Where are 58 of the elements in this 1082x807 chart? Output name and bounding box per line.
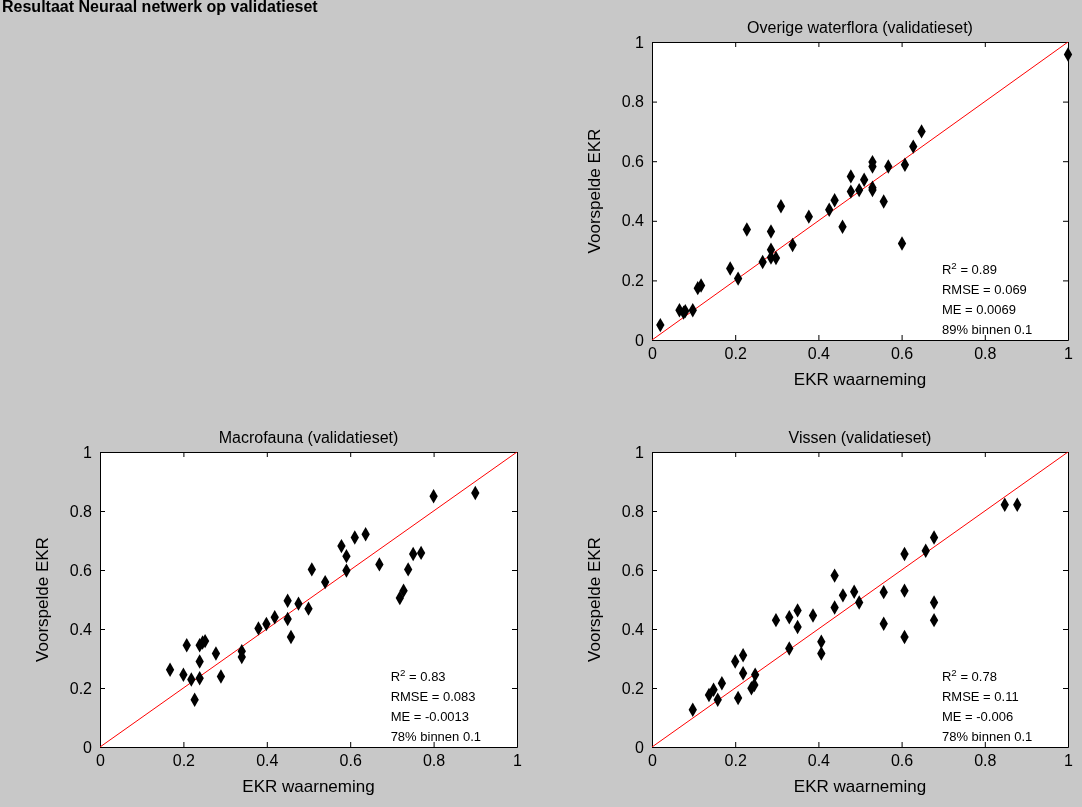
y-tick-label: 0.8: [621, 502, 645, 520]
y-tick-label: 0.6: [621, 561, 645, 579]
y-tick-label: 0.8: [621, 93, 645, 111]
x-tick-label: 0.6: [339, 752, 362, 770]
annotation: RMSE = 0.083: [390, 689, 476, 704]
x-tick-label: 0.2: [172, 752, 196, 770]
chart-title: Vissen (validatieset): [788, 429, 932, 446]
x-tick-label: 0.6: [890, 752, 914, 770]
y-tick-label: 0.4: [621, 212, 645, 230]
chart-title: Overige waterflora (validatieset): [747, 19, 973, 36]
y-tick-label: 0: [83, 738, 93, 756]
y-tick-label: 0.4: [69, 620, 93, 638]
x-axis-title: EKR waarneming: [793, 777, 927, 796]
y-tick-label: 0.6: [621, 152, 645, 170]
x-axis-title: EKR waarneming: [242, 777, 375, 796]
x-tick-label: 0: [648, 752, 658, 770]
x-tick-label: 0.8: [974, 752, 997, 770]
annotation: 89% binnen 0.1: [941, 322, 1033, 337]
y-axis-title: Voorspelde EKR: [33, 537, 52, 662]
y-tick-label: 1: [83, 443, 93, 461]
x-tick-label: 0.6: [890, 345, 914, 363]
y-tick-label: 1: [635, 443, 645, 461]
x-tick-label: 0.2: [724, 752, 747, 770]
y-axis-title: Voorspelde EKR: [585, 128, 604, 254]
y-tick-label: 0.6: [69, 561, 93, 579]
y-tick-label: 1: [635, 33, 645, 51]
x-tick-label: 1: [1064, 752, 1074, 770]
y-tick-label: 0.2: [69, 679, 93, 697]
y-tick-label: 0: [635, 738, 645, 756]
text: Resultaat Neuraal netwerk op validatieset: [2, 0, 319, 15]
annotation: RMSE = 0.069: [941, 282, 1027, 297]
x-tick-label: 0.2: [724, 345, 747, 363]
x-axis-title: EKR waarneming: [793, 370, 927, 389]
y-tick-label: 0.4: [621, 620, 645, 638]
chart-title: Macrofauna (validatieset): [218, 429, 399, 446]
annotation: 78% binnen 0.1: [390, 729, 482, 744]
x-tick-label: 1: [1064, 345, 1074, 363]
y-tick-label: 0: [635, 331, 645, 349]
y-tick-label: 0.2: [621, 679, 645, 697]
x-tick-label: 0.4: [807, 345, 831, 363]
x-tick-label: 0.4: [256, 752, 279, 770]
annotation: R$^{2}$ = 0.78: [941, 666, 997, 684]
y-tick-label: 0.2: [621, 272, 645, 290]
x-tick-label: 0.4: [807, 752, 831, 770]
x-tick-label: 0: [96, 752, 106, 770]
y-axis-title: Voorspelde EKR: [585, 537, 604, 662]
annotation: RMSE = 0.11: [941, 689, 1019, 704]
annotation: 78% binnen 0.1: [941, 729, 1033, 744]
x-tick-label: 1: [513, 752, 523, 770]
x-tick-label: 0.8: [422, 752, 446, 770]
x-tick-label: 0.8: [974, 345, 997, 363]
annotation: ME = -0.0013: [390, 709, 470, 724]
annotation: R$^{2}$ = 0.89: [941, 259, 997, 277]
annotation: ME = -0.006: [941, 709, 1014, 724]
annotation: ME = 0.0069: [941, 302, 1017, 317]
annotation: R$^{2}$ = 0.83: [390, 666, 446, 684]
y-tick-label: 0.8: [69, 502, 93, 520]
x-tick-label: 0: [648, 345, 658, 363]
